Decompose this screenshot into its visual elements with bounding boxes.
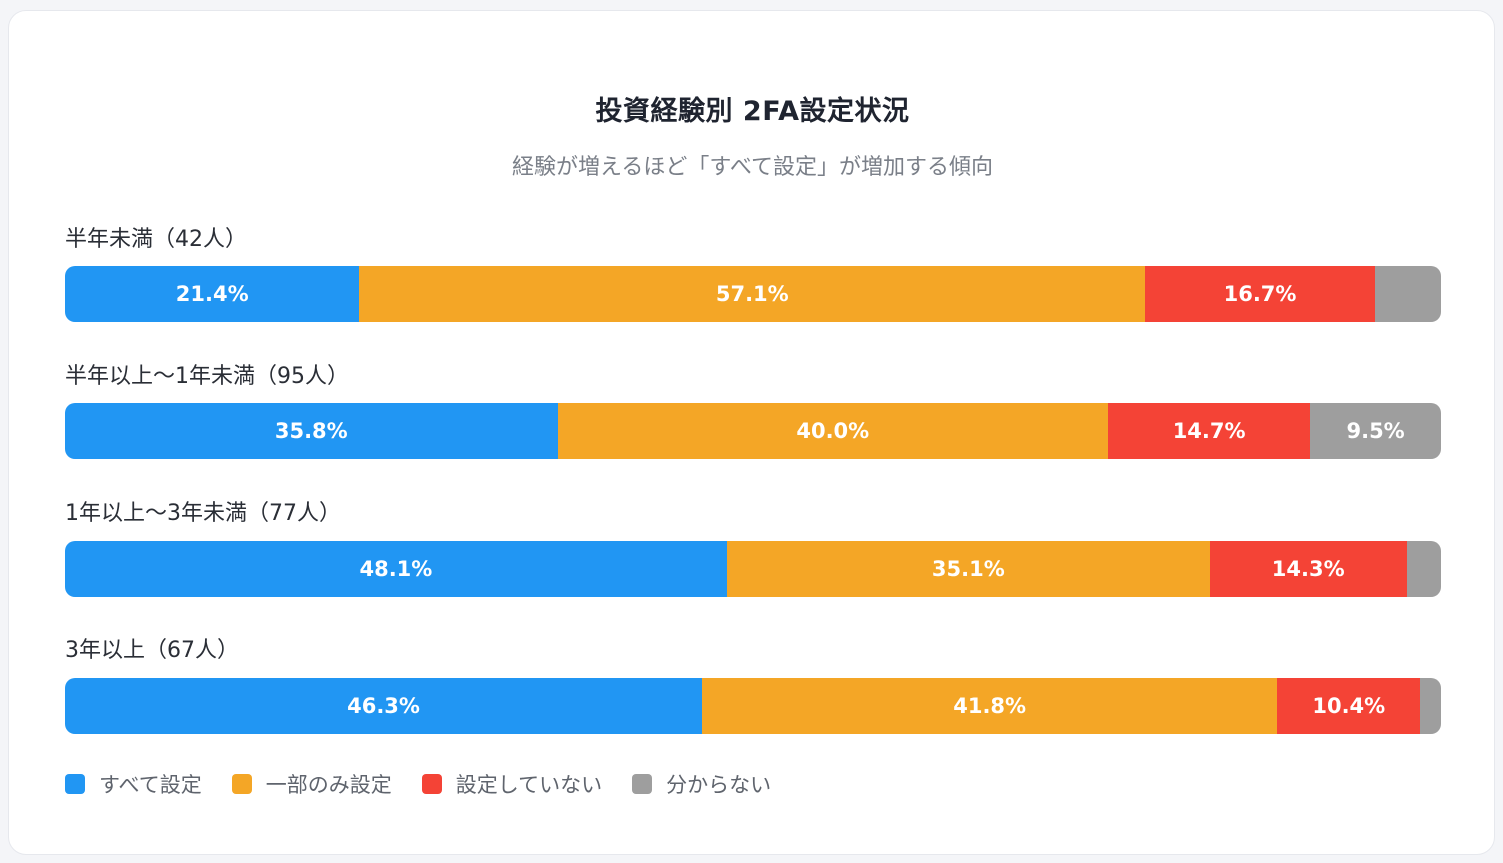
group-label: 半年以上〜1年未満（95人） [65,364,349,389]
legend-label: すべて設定 [99,773,202,797]
legend-item: すべて設定 [65,769,202,799]
stacked-bar: 21.4% 57.1% 16.7% [65,266,1441,322]
stacked-bar: 46.3% 41.8% 10.4% [65,678,1441,734]
bar-segment: 48.1% [65,541,727,597]
stacked-bar: 35.8% 40.0% 14.7% 9.5% [65,403,1441,459]
bar-segment [1374,266,1441,322]
legend-swatch [65,774,85,794]
legend-item: 分からない [632,769,771,799]
bar-segment: 10.4% [1277,678,1421,734]
group-label: 1年以上〜3年未満（77人） [65,501,341,526]
stacked-bar: 48.1% 35.1% 14.3% [65,541,1441,597]
chart-card: 投資経験別 2FA設定状況 経験が増えるほど「すべて設定」が増加する傾向 半年未… [8,10,1495,855]
chart-subtitle: 経験が増えるほど「すべて設定」が増加する傾向 [512,155,993,180]
bar-segment: 46.3% [65,678,703,734]
legend-label: 設定していない [455,773,603,797]
bar-segment: 14.7% [1107,403,1311,459]
legend-label: 分からない [666,773,772,797]
legend-swatch [231,774,252,794]
bar-segment: 14.3% [1209,541,1407,597]
legend-swatch [632,774,653,794]
bar-segment: 57.1% [359,266,1146,322]
bar-segment: 41.8% [702,678,1278,734]
bar-segment [1406,541,1441,597]
chart-legend: すべて設定 一部のみ設定 設定していない 分からない [65,769,801,799]
legend-label: 一部のみ設定 [265,773,392,797]
bar-segment: 40.0% [557,403,1108,459]
chart-title: 投資経験別 2FA設定状況 [595,96,910,127]
bar-segment: 21.4% [65,266,360,322]
bar-segment [1420,678,1441,734]
legend-swatch [421,774,442,794]
bar-segment: 9.5% [1310,403,1441,459]
bar-segment: 35.8% [65,403,558,459]
group-label: 3年以上（67人） [65,638,239,663]
group-label: 半年未満（42人） [65,227,247,252]
legend-item: 設定していない [421,769,603,799]
bar-segment: 35.1% [726,541,1210,597]
bar-segment: 16.7% [1145,266,1375,322]
legend-item: 一部のみ設定 [231,769,392,799]
